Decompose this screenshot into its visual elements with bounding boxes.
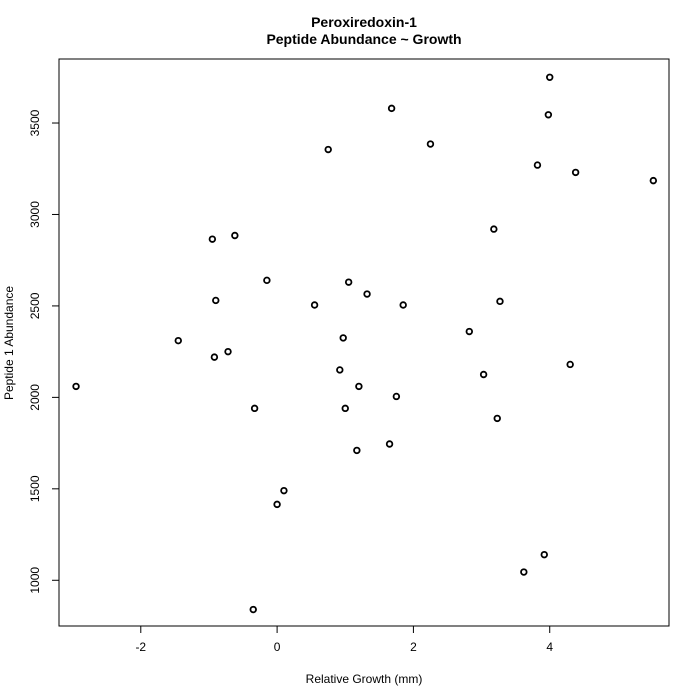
data-point <box>493 414 501 423</box>
data-point <box>426 140 435 148</box>
data-point <box>344 278 353 286</box>
y-tick-label: 2500 <box>28 292 42 319</box>
data-point <box>231 231 239 240</box>
data-point <box>249 605 257 614</box>
data-point <box>353 446 361 455</box>
data-point <box>540 550 548 559</box>
y-tick-label: 1500 <box>28 475 42 502</box>
data-point <box>363 290 371 298</box>
data-point <box>546 73 554 81</box>
data-point <box>496 297 504 306</box>
data-point <box>210 353 219 361</box>
data-point <box>310 301 319 309</box>
data-point <box>490 225 498 233</box>
data-point <box>385 440 394 448</box>
data-point <box>399 301 407 309</box>
data-point <box>649 176 658 185</box>
data-point <box>339 334 347 342</box>
data-point <box>72 382 80 391</box>
data-point <box>263 276 271 285</box>
data-point <box>224 347 232 356</box>
data-point <box>324 145 332 154</box>
x-tick-label: 2 <box>410 640 417 654</box>
data-point <box>566 360 574 369</box>
x-tick-label: 0 <box>274 640 281 654</box>
plot-frame <box>58 58 670 627</box>
y-axis-label: Peptide 1 Abundance <box>2 286 16 400</box>
data-point <box>544 111 553 119</box>
data-point <box>479 370 488 379</box>
y-tick-label: 2000 <box>28 384 42 411</box>
y-tick-label: 3000 <box>28 201 42 228</box>
data-point <box>273 500 281 509</box>
data-point <box>355 382 363 391</box>
y-tick-label: 1000 <box>28 567 42 594</box>
data-point <box>392 392 401 401</box>
data-point <box>336 366 344 374</box>
data-point <box>465 327 474 336</box>
data-point <box>250 404 259 413</box>
data-point <box>533 161 542 169</box>
x-axis: -2 0 2 4 <box>135 626 553 654</box>
data-point <box>520 568 528 576</box>
data-point <box>341 404 349 413</box>
data-point <box>280 486 288 495</box>
x-axis-label: Relative Growth (mm) <box>306 672 423 686</box>
y-tick-label: 3500 <box>28 109 42 136</box>
data-point <box>208 235 217 243</box>
data-points <box>72 73 658 614</box>
x-tick-label: -2 <box>135 640 146 654</box>
data-point <box>387 104 396 113</box>
data-point <box>174 336 182 345</box>
data-point <box>212 296 220 305</box>
chart-title: Peroxiredoxin-1 <box>311 14 417 30</box>
y-axis: 1000 1500 2000 2500 3000 3500 <box>28 109 59 594</box>
chart-subtitle: Peptide Abundance ~ Growth <box>266 31 461 47</box>
data-point <box>571 168 580 177</box>
x-tick-label: 4 <box>546 640 553 654</box>
